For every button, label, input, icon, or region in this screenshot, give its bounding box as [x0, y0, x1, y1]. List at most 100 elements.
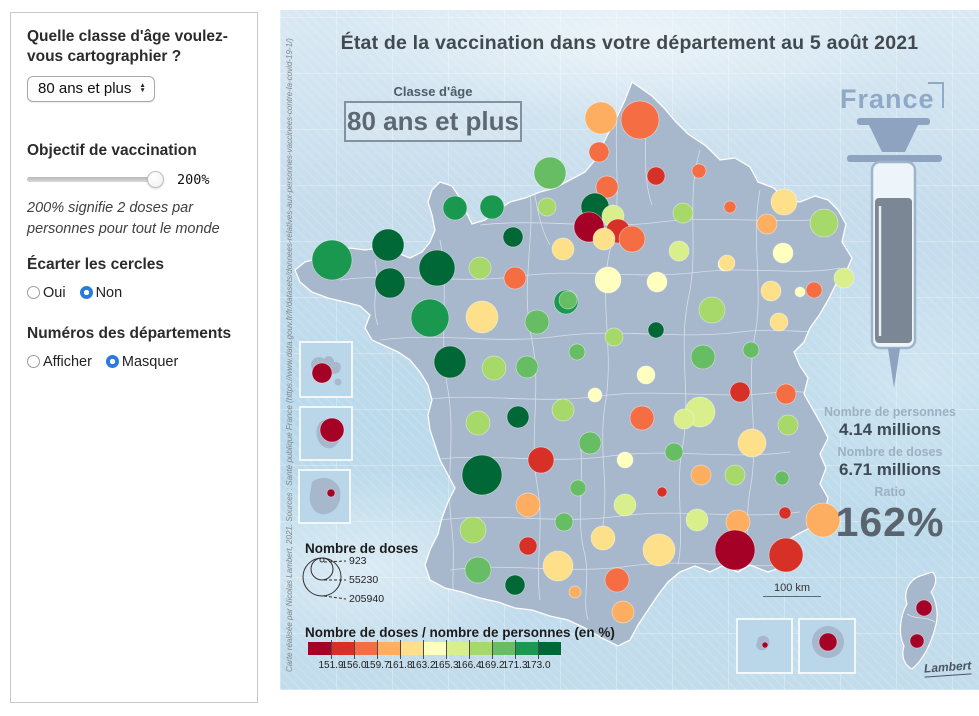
- department-circle[interactable]: [319, 417, 345, 443]
- france-map[interactable]: 923 55230 205940: [280, 10, 979, 690]
- department-circle[interactable]: [558, 290, 578, 310]
- department-circle[interactable]: [642, 533, 676, 567]
- department-circle[interactable]: [760, 280, 782, 302]
- department-circle[interactable]: [374, 267, 406, 299]
- department-circle[interactable]: [551, 398, 575, 422]
- department-circle[interactable]: [777, 414, 799, 436]
- department-circle[interactable]: [569, 479, 587, 497]
- department-circle[interactable]: [698, 296, 726, 324]
- department-circle[interactable]: [465, 300, 499, 334]
- department-circle[interactable]: [527, 446, 555, 474]
- department-circle[interactable]: [672, 202, 694, 224]
- department-circle[interactable]: [690, 344, 716, 370]
- department-circle[interactable]: [769, 312, 789, 332]
- department-circle[interactable]: [410, 298, 450, 338]
- department-circle[interactable]: [433, 345, 467, 379]
- department-circle[interactable]: [805, 281, 823, 299]
- radio-option-non[interactable]: Non: [79, 285, 122, 301]
- objective-slider[interactable]: [27, 170, 164, 188]
- department-circle[interactable]: [537, 197, 557, 217]
- department-circle[interactable]: [718, 254, 736, 272]
- radio-checked-icon[interactable]: [79, 286, 93, 300]
- department-circle[interactable]: [742, 341, 760, 359]
- department-circle[interactable]: [673, 408, 695, 430]
- department-circle[interactable]: [568, 585, 582, 599]
- department-circle[interactable]: [685, 508, 709, 532]
- objective-slider-thumb[interactable]: [147, 170, 164, 188]
- department-circle[interactable]: [772, 242, 794, 264]
- radio-unchecked-icon[interactable]: [27, 286, 40, 300]
- department-circle[interactable]: [418, 249, 456, 287]
- department-circle[interactable]: [568, 343, 586, 361]
- department-circle[interactable]: [774, 470, 790, 486]
- radio-option-oui[interactable]: Oui: [27, 285, 66, 301]
- department-circle[interactable]: [533, 156, 567, 190]
- department-circle[interactable]: [690, 464, 712, 486]
- department-circle[interactable]: [479, 194, 505, 220]
- department-circle[interactable]: [737, 428, 767, 458]
- department-circle[interactable]: [729, 381, 751, 403]
- department-circle[interactable]: [909, 633, 925, 649]
- department-circle[interactable]: [588, 141, 610, 163]
- department-circle[interactable]: [629, 405, 655, 431]
- department-circle[interactable]: [481, 355, 507, 381]
- department-circle[interactable]: [515, 492, 541, 518]
- department-circle[interactable]: [794, 286, 806, 298]
- department-circle[interactable]: [611, 600, 635, 624]
- department-circle[interactable]: [518, 536, 538, 556]
- department-circle[interactable]: [761, 641, 769, 649]
- department-circle[interactable]: [604, 567, 630, 593]
- department-circle[interactable]: [724, 464, 746, 486]
- department-circle[interactable]: [590, 525, 616, 551]
- department-circle[interactable]: [805, 502, 841, 538]
- department-circle[interactable]: [613, 493, 637, 517]
- department-circle[interactable]: [584, 101, 618, 135]
- department-circle[interactable]: [768, 537, 804, 573]
- department-circle[interactable]: [775, 383, 797, 405]
- department-circle[interactable]: [578, 431, 602, 455]
- department-circle[interactable]: [551, 237, 575, 261]
- department-circle[interactable]: [595, 175, 619, 199]
- department-circle[interactable]: [587, 387, 603, 403]
- department-circle[interactable]: [311, 239, 353, 281]
- department-circle[interactable]: [464, 556, 492, 584]
- department-circle[interactable]: [668, 240, 690, 262]
- department-circle[interactable]: [818, 632, 838, 652]
- department-circle[interactable]: [646, 271, 668, 293]
- department-circle[interactable]: [503, 266, 527, 290]
- department-circle[interactable]: [592, 227, 616, 251]
- department-circle[interactable]: [594, 266, 622, 294]
- department-circle[interactable]: [616, 451, 634, 469]
- department-circle[interactable]: [326, 488, 336, 498]
- department-circle[interactable]: [468, 256, 492, 280]
- department-circle[interactable]: [465, 410, 491, 436]
- department-circle[interactable]: [515, 355, 539, 379]
- department-circle[interactable]: [620, 100, 660, 140]
- department-circle[interactable]: [461, 454, 503, 496]
- department-circle[interactable]: [524, 309, 550, 335]
- department-circle[interactable]: [554, 512, 574, 532]
- department-circle[interactable]: [833, 267, 855, 289]
- department-circles[interactable]: [311, 100, 933, 652]
- department-circle[interactable]: [646, 166, 666, 186]
- department-circle[interactable]: [691, 163, 707, 179]
- department-circle[interactable]: [618, 225, 646, 253]
- department-circle[interactable]: [656, 486, 668, 498]
- department-circle[interactable]: [506, 405, 530, 429]
- department-circle[interactable]: [809, 208, 839, 238]
- department-circle[interactable]: [502, 226, 524, 248]
- radio-checked-icon[interactable]: [105, 355, 119, 369]
- department-circle[interactable]: [459, 516, 487, 544]
- radio-option-afficher[interactable]: Afficher: [27, 354, 92, 370]
- department-circle[interactable]: [504, 574, 526, 596]
- department-circle[interactable]: [756, 213, 778, 235]
- department-circle[interactable]: [442, 195, 468, 221]
- department-circle[interactable]: [636, 365, 656, 385]
- department-circle[interactable]: [778, 506, 792, 520]
- department-circle[interactable]: [542, 550, 574, 582]
- department-circle[interactable]: [311, 362, 333, 384]
- department-circle[interactable]: [604, 327, 624, 347]
- age-class-select[interactable]: 80 ans et plus ▲ ▼: [27, 75, 155, 102]
- department-circle[interactable]: [647, 321, 665, 339]
- department-circle[interactable]: [714, 529, 756, 571]
